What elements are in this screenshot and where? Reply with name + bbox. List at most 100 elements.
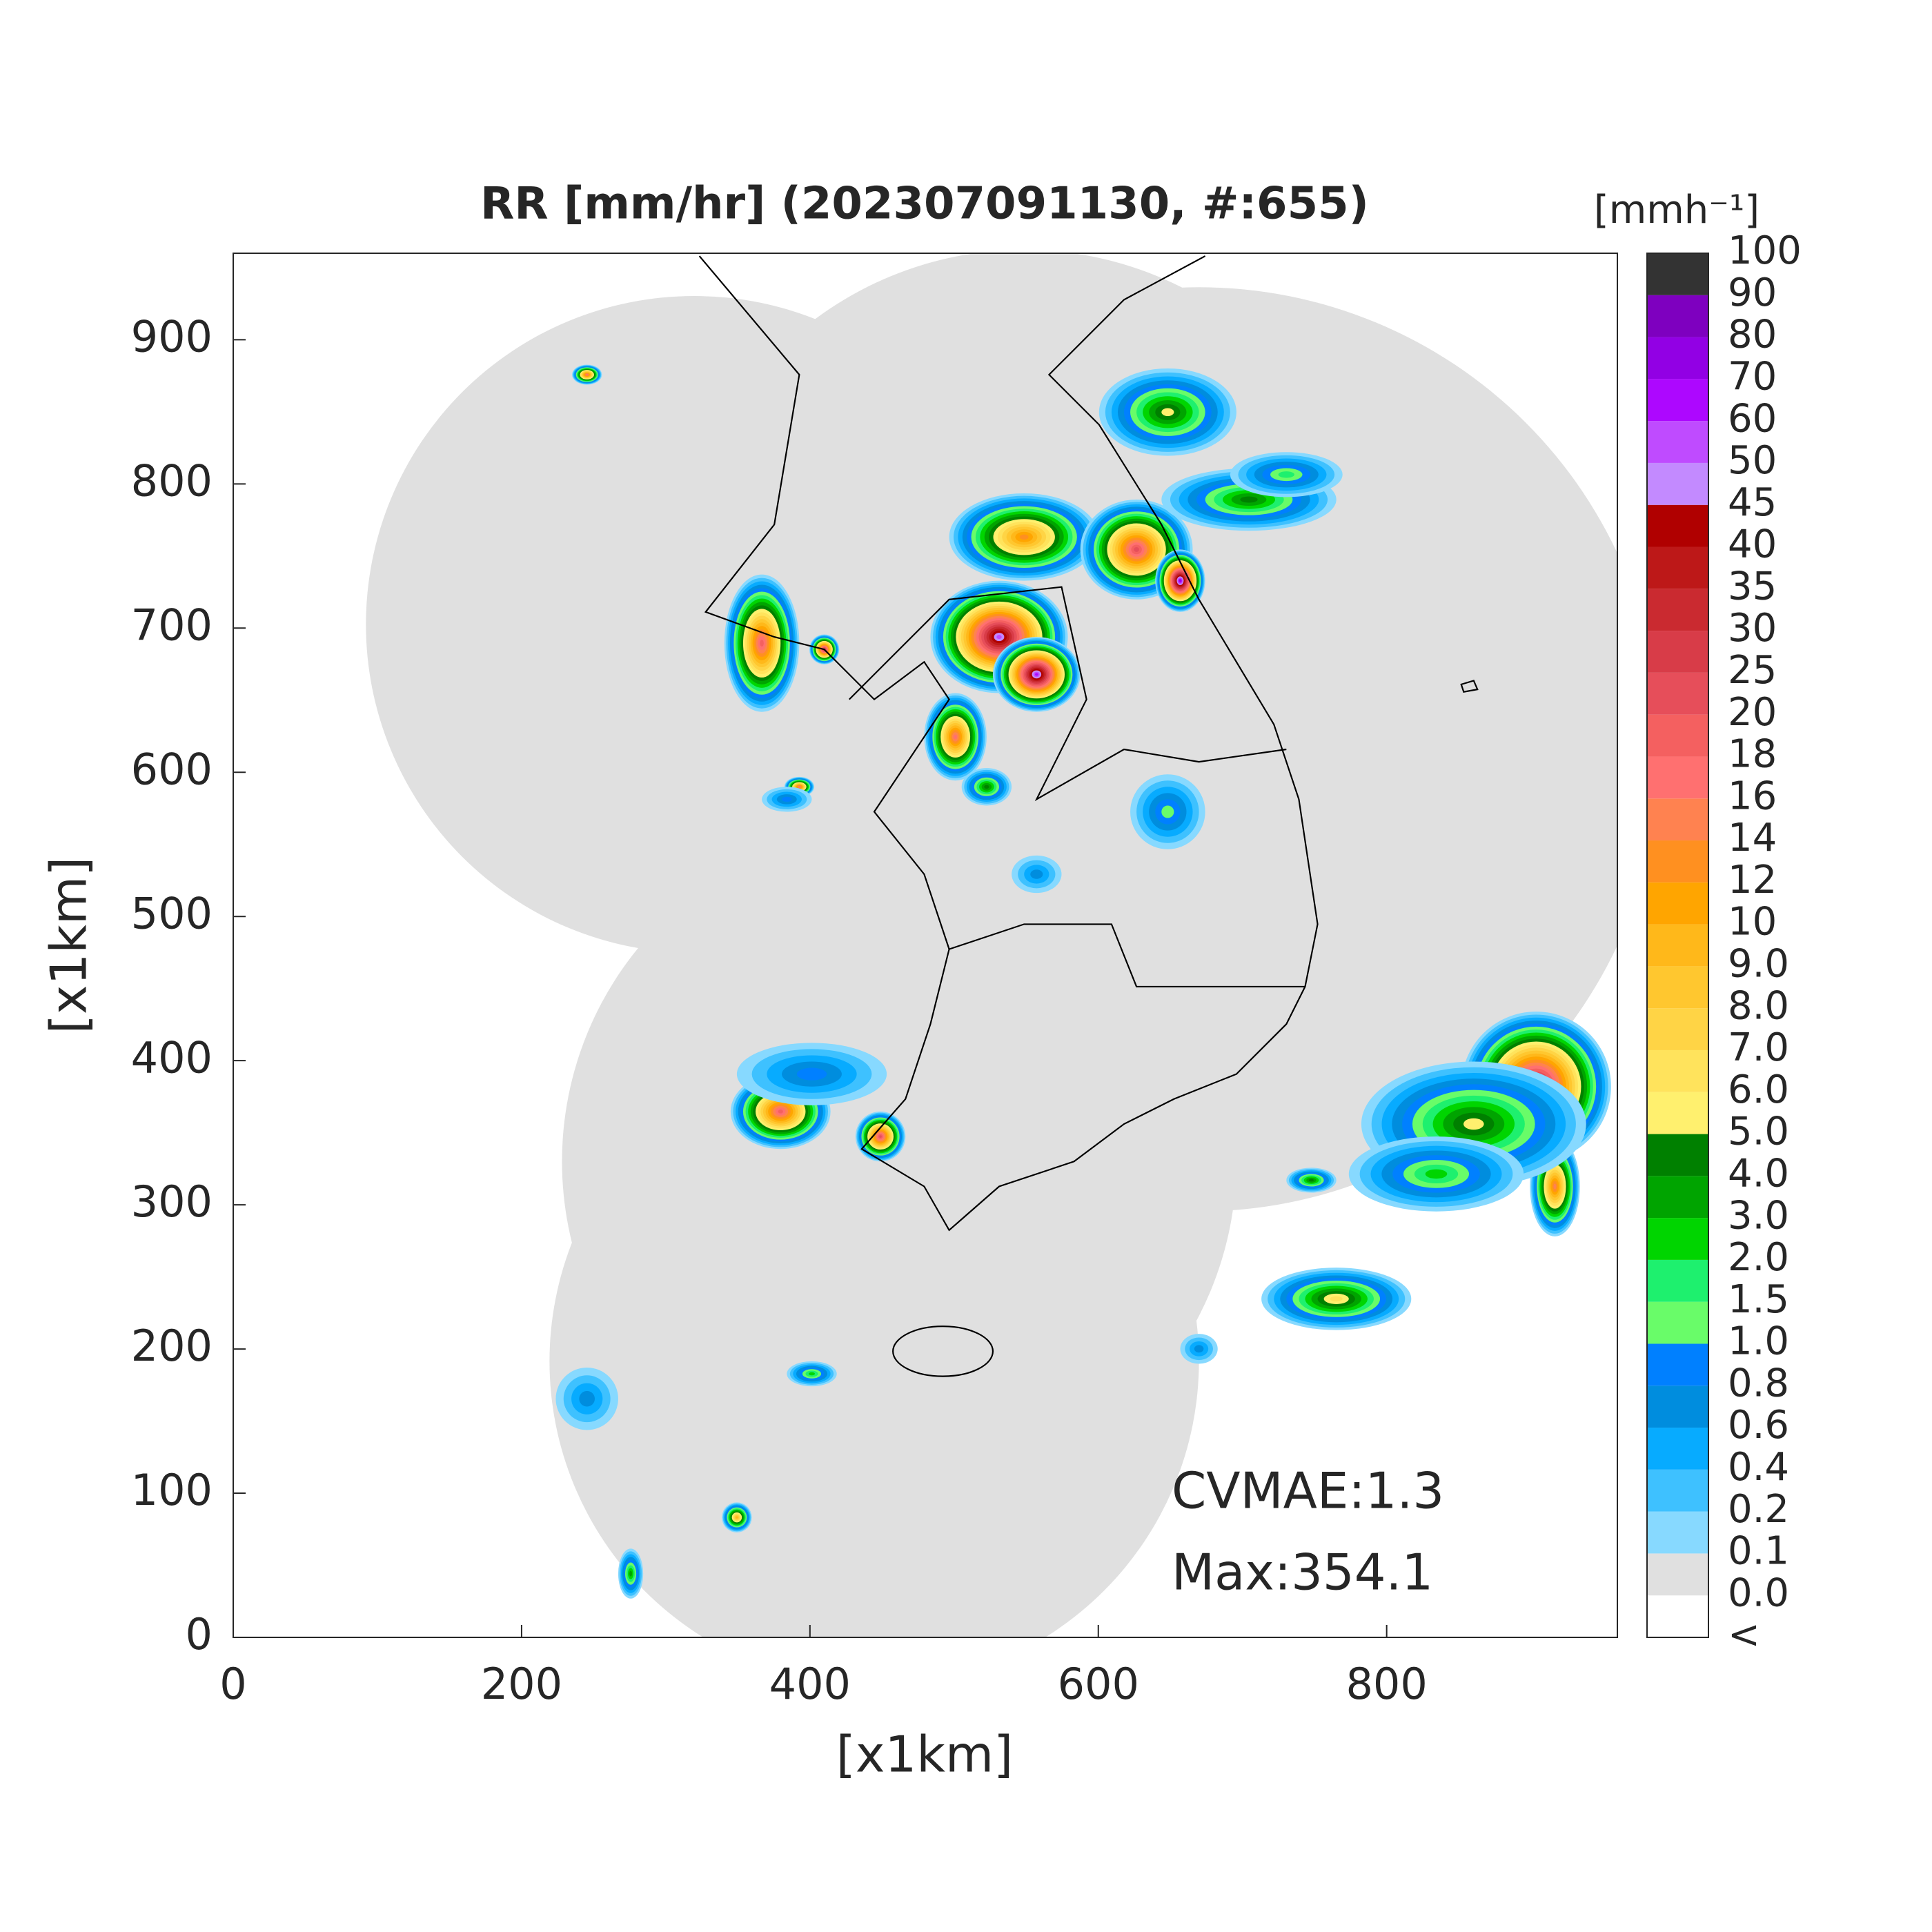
colorbar-segment <box>1647 1511 1708 1554</box>
colorbar-segment <box>1647 882 1708 925</box>
y-tick-label: 400 <box>131 1032 213 1083</box>
y-tick-label: 300 <box>131 1176 213 1227</box>
rain-cell <box>798 786 800 788</box>
colorbar-frame <box>1646 253 1709 1638</box>
colorbar-segment <box>1647 1386 1708 1428</box>
radar-coverage <box>366 253 1617 1637</box>
colorbar-segment <box>1647 798 1708 841</box>
rain-cell <box>1179 580 1181 582</box>
colorbar-segment <box>1647 1595 1708 1637</box>
y-tick-label: 0 <box>186 1609 213 1659</box>
colorbar-tick-label: 30 <box>1728 606 1777 651</box>
colorbar-tick-label: 2.0 <box>1728 1235 1789 1280</box>
colorbar-segment <box>1647 589 1708 631</box>
x-tick-label: 0 <box>219 1659 246 1709</box>
coastline <box>698 255 1479 1377</box>
colorbar-tick-label: 50 <box>1728 438 1777 483</box>
rain-cell <box>984 785 989 789</box>
colorbar-segment <box>1647 1259 1708 1302</box>
annotation: Max:354.1 <box>1172 1544 1433 1601</box>
colorbar-segment <box>1647 546 1708 589</box>
rain-cell <box>760 640 764 647</box>
rain-cell <box>1240 496 1258 503</box>
annotation: CVMAE:1.3 <box>1172 1462 1444 1520</box>
colorbar-tick-label: 0.2 <box>1728 1487 1789 1532</box>
colorbar-tick-label: 8.0 <box>1728 983 1789 1028</box>
colorbar-tick-label: 14 <box>1728 816 1777 860</box>
colorbar-tick-label: 0.4 <box>1728 1445 1789 1490</box>
rain-cell <box>778 1110 783 1114</box>
colorbar-segment <box>1647 1218 1708 1260</box>
colorbar-tick-label: 1.5 <box>1728 1277 1789 1322</box>
colorbar-tick-label: 4.0 <box>1728 1151 1789 1196</box>
rain-cell <box>1278 471 1294 478</box>
rain-cell <box>1035 673 1038 676</box>
rain-cell <box>1194 1345 1204 1353</box>
colorbar-tick-label: 0.0 <box>1728 1570 1789 1615</box>
rain-cell <box>1463 1118 1484 1130</box>
colorbar-segment <box>1647 966 1708 1009</box>
y-axis-label: [x1km] <box>40 857 98 1034</box>
colorbar-tick-label: 100 <box>1728 228 1802 273</box>
rain-cell <box>1161 805 1174 818</box>
colorbar-segment <box>1647 1343 1708 1386</box>
rain-cell <box>1425 1169 1448 1179</box>
rain-cell <box>954 734 958 740</box>
rain-cell <box>796 1067 827 1081</box>
colorbar-segment <box>1647 1092 1708 1134</box>
colorbar-segment <box>1647 295 1708 337</box>
colorbar-segment <box>1647 379 1708 422</box>
colorbar-tick-label: 20 <box>1728 690 1777 735</box>
colorbar-tick-label: 90 <box>1728 270 1777 315</box>
colorbar-segment <box>1647 631 1708 673</box>
colorbar-segment <box>1647 714 1708 757</box>
colorbar-tick-label: 16 <box>1728 773 1777 818</box>
y-tick-label: 200 <box>131 1321 213 1371</box>
colorbar-tick-label: 12 <box>1728 858 1777 903</box>
rain-cell <box>1330 1296 1343 1302</box>
colorbar-tick-label: 3.0 <box>1728 1193 1789 1238</box>
y-tick-label: 700 <box>131 600 213 650</box>
rain-field <box>555 364 1611 1599</box>
colorbar-segment <box>1647 253 1708 295</box>
rain-cell <box>1161 408 1174 417</box>
colorbar-tick-label: 70 <box>1728 355 1777 400</box>
rain-cell <box>629 1570 633 1577</box>
colorbar-tick-label: 80 <box>1728 313 1777 357</box>
colorbar-segment <box>1647 1176 1708 1219</box>
colorbar-segment <box>1647 337 1708 379</box>
colorbar-tick-label: 45 <box>1728 480 1777 525</box>
colorbar-tick-label: < <box>1728 1613 1760 1657</box>
map <box>366 253 1617 1637</box>
colorbar-segment <box>1647 1134 1708 1176</box>
colorbar-tick-label: 1.0 <box>1728 1319 1789 1364</box>
colorbar-segment <box>1647 504 1708 547</box>
y-tick-label: 600 <box>131 744 213 794</box>
colorbar-tick-label: 35 <box>1728 564 1777 609</box>
colorbar-tick-label: 10 <box>1728 900 1777 945</box>
colorbar-tick-label: 6.0 <box>1728 1067 1789 1112</box>
colorbar-segment <box>1647 840 1708 883</box>
y-tick-label: 500 <box>131 888 213 938</box>
rain-cell <box>879 1135 882 1138</box>
colorbar-segment <box>1647 1469 1708 1512</box>
colorbar-segment <box>1647 1428 1708 1470</box>
y-tick-label: 900 <box>131 311 213 362</box>
colorbar-tick-label: 0.8 <box>1728 1361 1789 1406</box>
y-tick-label: 800 <box>131 455 213 506</box>
x-tick-label: 200 <box>481 1659 562 1709</box>
rain-cell <box>1030 869 1043 879</box>
x-tick-label: 800 <box>1346 1659 1427 1709</box>
colorbar-segment <box>1647 462 1708 505</box>
colorbar-tick-label: 7.0 <box>1728 1025 1789 1070</box>
colorbar-label: [mmh⁻¹] <box>1594 188 1759 233</box>
chart-title: RR [mm/hr] (202307091130, #:655) <box>480 179 1369 230</box>
colorbar-tick-label: 25 <box>1728 648 1777 693</box>
rain-cell <box>736 1516 738 1519</box>
plot-frame <box>233 253 1618 1638</box>
colorbar-segment <box>1647 672 1708 715</box>
rain-cell <box>586 374 588 375</box>
colorbar-segment <box>1647 1049 1708 1092</box>
rain-cell <box>1308 1179 1314 1182</box>
